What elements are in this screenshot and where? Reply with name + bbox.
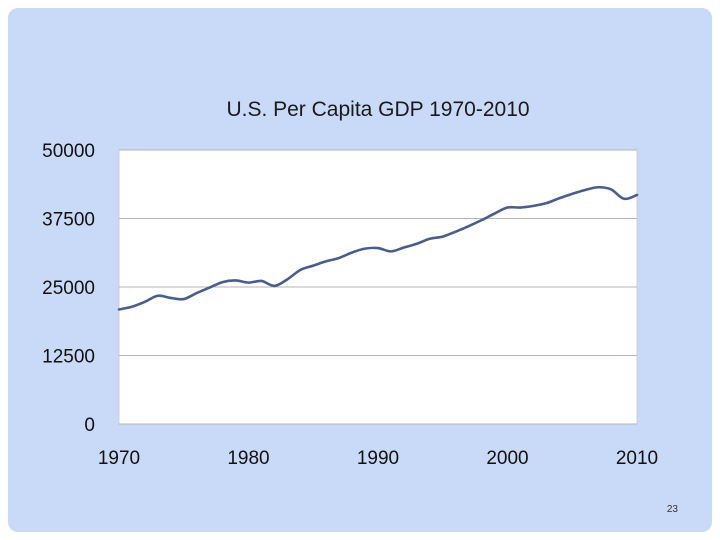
y-tick-label: 25000 — [42, 278, 95, 299]
x-tick-label: 2010 — [616, 448, 658, 469]
slide-background: U.S. Per Capita GDP 1970-2010 50000 37500… — [8, 8, 712, 532]
x-tick-label: 1980 — [227, 448, 269, 469]
series-line — [117, 185, 639, 311]
y-tick-label: 37500 — [42, 210, 95, 231]
line-chart: U.S. Per Capita GDP 1970-2010 50000 37500… — [42, 98, 658, 469]
y-tick-label: 0 — [84, 415, 95, 436]
x-tick-label: 1970 — [98, 448, 140, 469]
y-axis: 50000 37500 25000 12500 0 — [42, 141, 95, 436]
x-tick-label: 1990 — [357, 448, 399, 469]
page-number: 23 — [666, 504, 678, 515]
x-tick-label: 2000 — [486, 448, 528, 469]
y-tick-label: 12500 — [42, 347, 95, 368]
y-tick-label: 50000 — [42, 141, 95, 162]
plot-area — [117, 149, 639, 425]
chart-title: U.S. Per Capita GDP 1970-2010 — [226, 98, 529, 121]
x-axis: 1970 1980 1990 2000 2010 — [98, 448, 658, 469]
